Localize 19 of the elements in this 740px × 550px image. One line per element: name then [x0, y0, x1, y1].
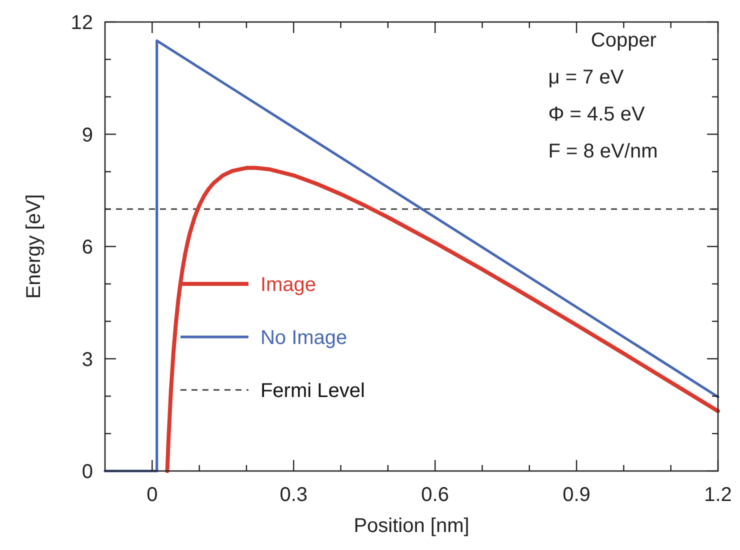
y-tick-label: 12: [70, 12, 93, 34]
annotation: Φ = 4.5 eV: [548, 103, 646, 126]
legend-label: Fermi Level: [260, 380, 365, 402]
x-tick-label: 0.3: [280, 484, 308, 506]
annotation: F = 8 eV/nm: [548, 140, 658, 162]
x-axis-title: Position [nm]: [354, 515, 470, 537]
y-tick-label: 0: [82, 461, 93, 483]
x-tick-label: 0: [146, 484, 158, 506]
y-tick-label: 3: [82, 348, 93, 371]
legend-label: Image: [260, 274, 316, 296]
y-tick-label: 6: [82, 236, 93, 258]
annotation: μ = 7 eV: [548, 66, 624, 88]
annotation: Copper: [590, 29, 657, 52]
legend-label: No Image: [260, 326, 348, 349]
y-tick-label: 9: [82, 124, 93, 146]
y-axis-title: Energy [eV]: [23, 194, 45, 299]
x-tick-label: 1.2: [704, 484, 732, 506]
x-tick-label: 0.9: [562, 484, 590, 506]
x-tick-label: 0.6: [421, 484, 449, 506]
